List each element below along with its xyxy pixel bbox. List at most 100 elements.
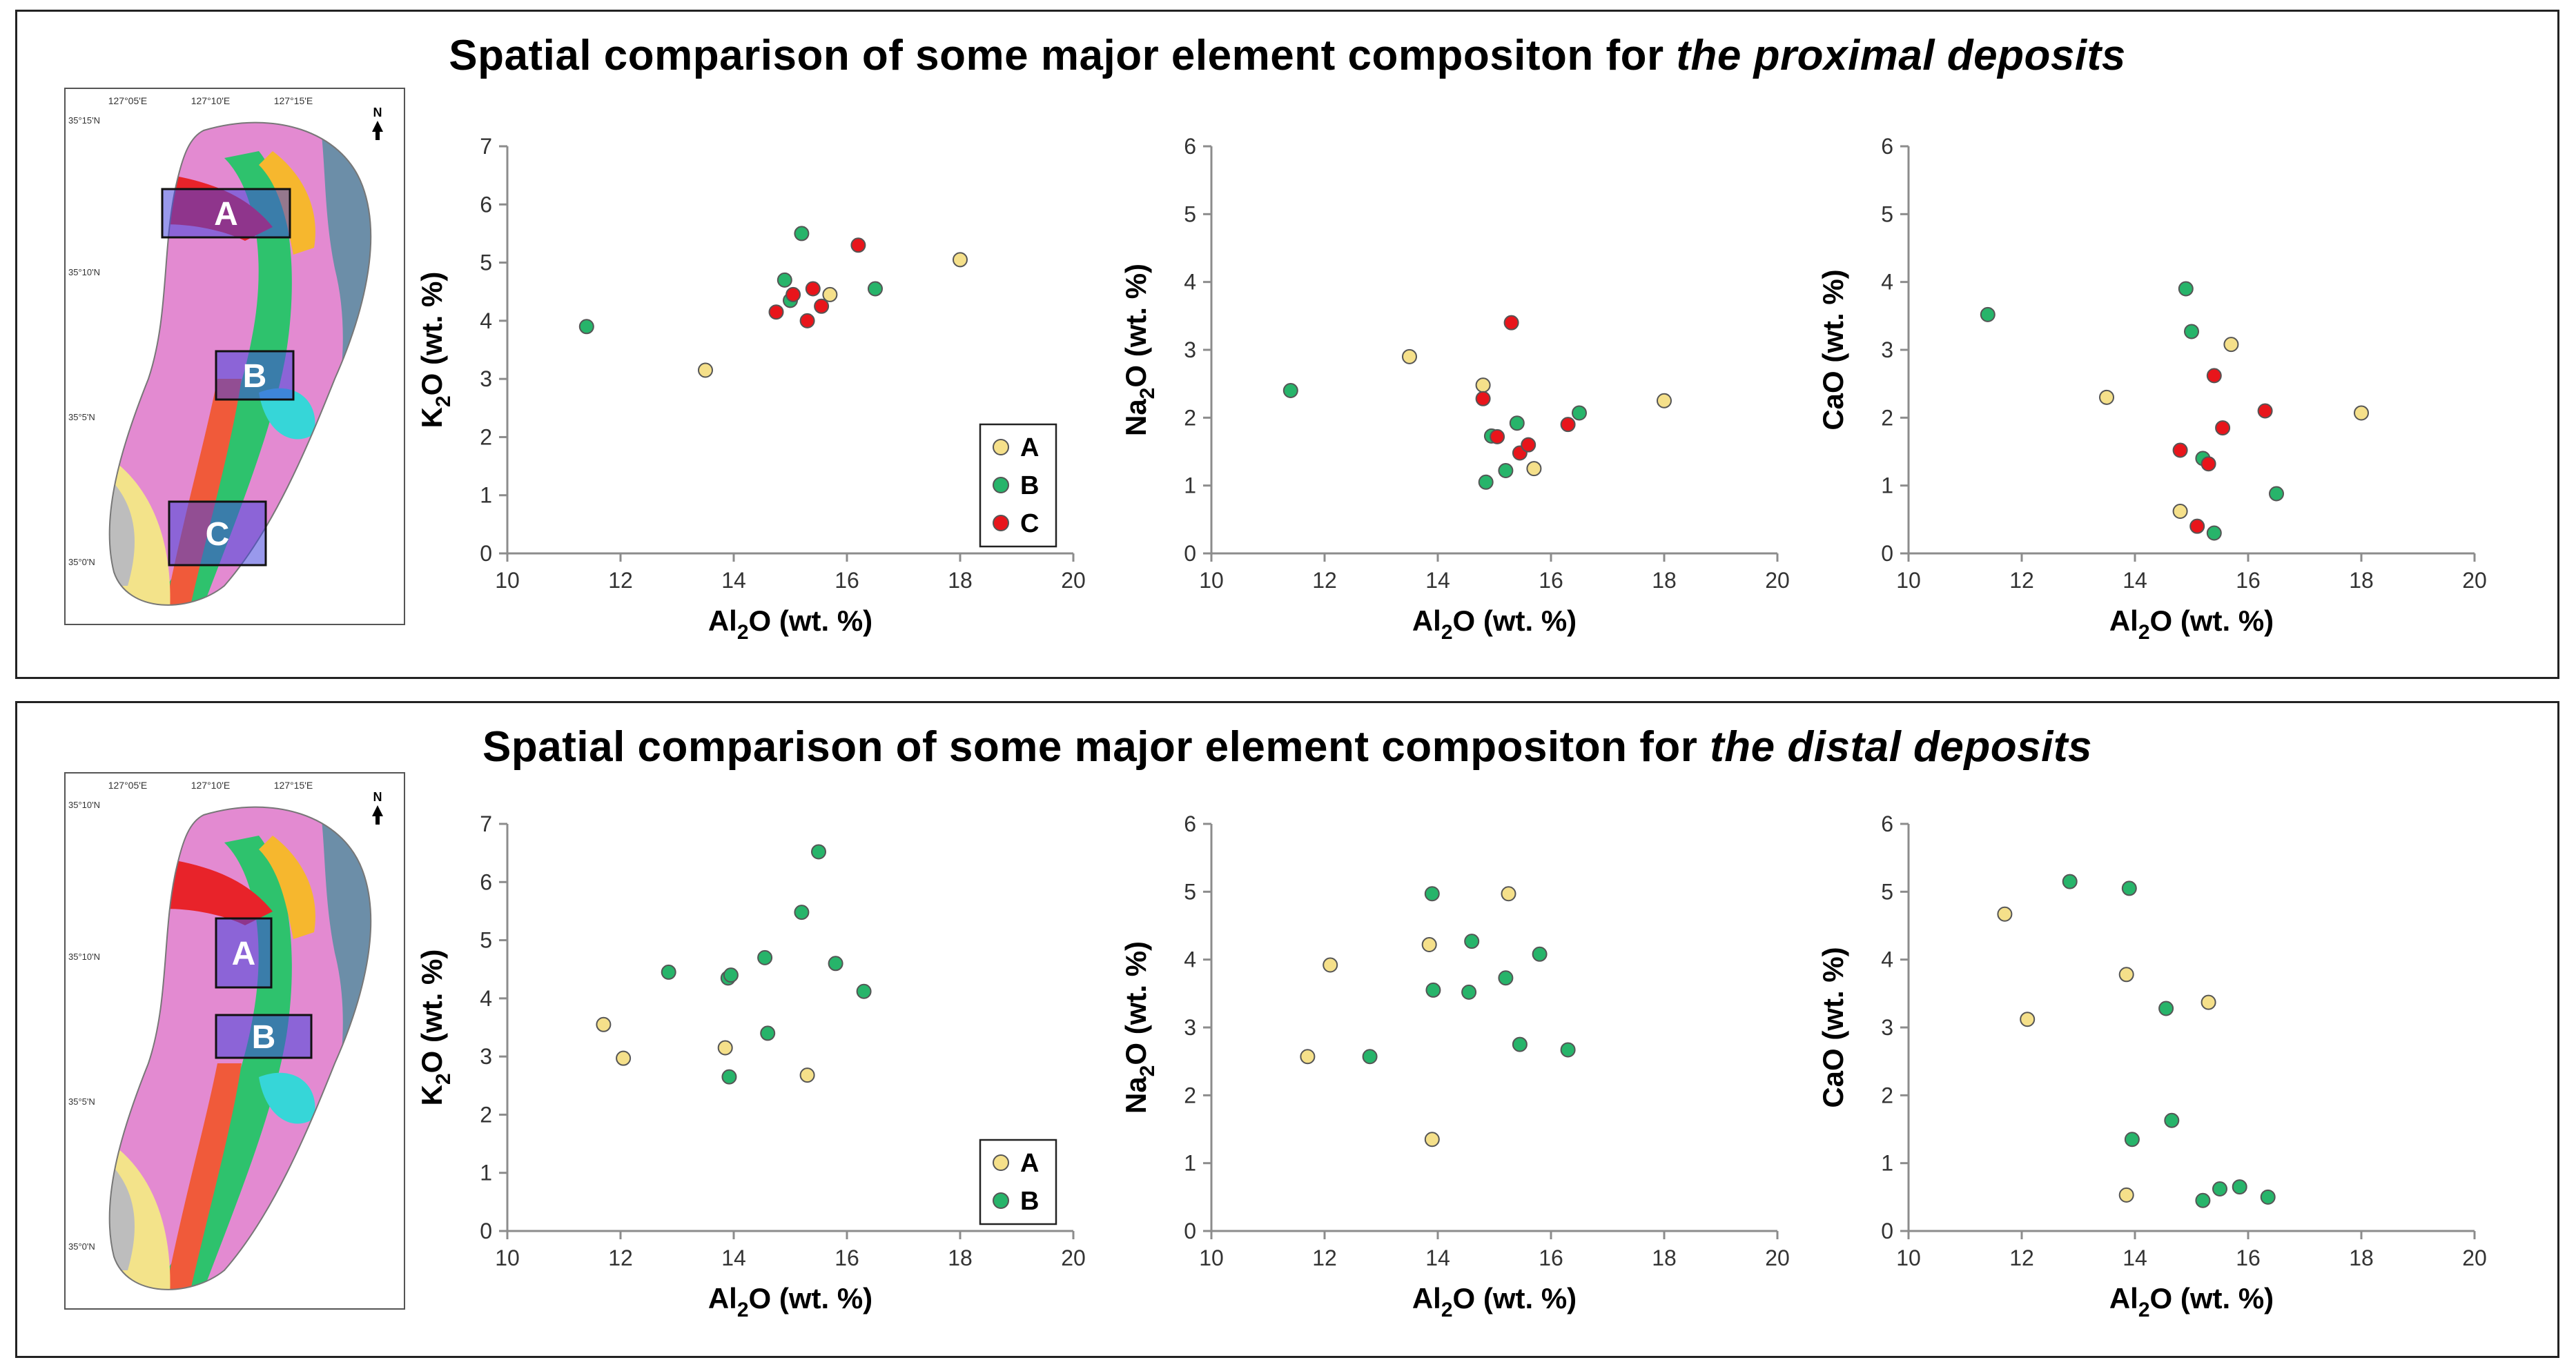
y-tick-label: 3 xyxy=(1881,337,1893,362)
data-point-b xyxy=(1362,1049,1378,1065)
legend-marker-c xyxy=(993,515,1009,531)
x-tick-label: 18 xyxy=(2349,568,2374,593)
x-tick-label: 10 xyxy=(1896,568,1921,593)
data-point-b xyxy=(2062,874,2078,889)
x-axis-label: Al2O (wt. %) xyxy=(2109,604,2274,644)
y-tick-label: 4 xyxy=(1881,947,1893,972)
volcanic-unit xyxy=(148,836,292,1290)
study-area-label-c: C xyxy=(206,516,230,553)
x-axis-label: Al2O (wt. %) xyxy=(2109,1282,2274,1321)
legend-box xyxy=(979,1139,1057,1225)
legend-label-a: A xyxy=(1020,433,1039,462)
x-tick-label: 10 xyxy=(1896,1245,1921,1270)
x-tick-label: 20 xyxy=(1765,568,1790,593)
distal-panel: Spatial comparison of some major element… xyxy=(15,701,2559,1358)
x-tick-label: 14 xyxy=(2123,568,2147,593)
x-tick-label: 14 xyxy=(1425,568,1450,593)
data-point-c xyxy=(1475,391,1491,406)
x-tick-label: 18 xyxy=(1652,1245,1677,1270)
y-tick-label: 0 xyxy=(1881,1219,1893,1243)
study-area-box-c xyxy=(168,500,267,567)
map-latitude-label: 35°5'N xyxy=(68,1096,95,1107)
data-point-b xyxy=(811,844,826,860)
x-tick-label: 18 xyxy=(2349,1245,2374,1270)
y-tick-label: 6 xyxy=(1184,811,1196,836)
data-point-c xyxy=(786,286,801,302)
data-point-a xyxy=(799,1067,815,1083)
y-axis-label: Na2O (wt. %) xyxy=(1120,941,1159,1114)
y-tick-label: 6 xyxy=(480,192,492,217)
data-point-b xyxy=(1509,415,1525,431)
map-latitude-label: 35°10'N xyxy=(68,267,100,277)
y-axis-label: CaO (wt. %) xyxy=(1817,947,1849,1107)
legend-marker-a xyxy=(993,439,1009,455)
y-tick-label: 5 xyxy=(1184,201,1196,226)
data-point-c xyxy=(2215,420,2231,436)
data-point-b xyxy=(757,949,773,965)
y-tick-label: 2 xyxy=(1184,1083,1196,1107)
data-point-a xyxy=(596,1016,612,1032)
grey-unit xyxy=(109,475,135,586)
y-tick-label: 1 xyxy=(1184,1151,1196,1176)
study-area-label-a: A xyxy=(214,196,238,233)
data-point-a xyxy=(1424,1132,1440,1148)
data-point-b xyxy=(2164,1112,2180,1128)
data-point-a xyxy=(2201,994,2216,1010)
x-tick-label: 18 xyxy=(1652,568,1677,593)
cyan-unit xyxy=(259,1072,315,1124)
data-point-a xyxy=(616,1050,632,1066)
y-tick-label: 3 xyxy=(480,1044,492,1069)
data-point-a xyxy=(698,362,713,378)
panel-title-prefix: Spatial comparison of some major element… xyxy=(449,32,1677,79)
map-longitude-label: 127°05'E xyxy=(108,95,148,106)
location-map: 127°05'E 127°10'E 127°15'E 35°10'N 35°10'N 35… xyxy=(64,772,405,1310)
data-point-a xyxy=(2172,504,2188,520)
y-tick-label: 5 xyxy=(1184,879,1196,904)
data-point-c xyxy=(1521,437,1536,453)
data-point-b xyxy=(2158,1001,2174,1016)
panel-title: Spatial comparison of some major element… xyxy=(17,31,2557,80)
x-tick-label: 16 xyxy=(835,1245,859,1270)
map-latitude-label: 35°0'N xyxy=(68,1241,95,1252)
data-point-b xyxy=(856,983,872,999)
panel-title-prefix: Spatial comparison of some major element… xyxy=(482,723,1710,771)
data-point-c xyxy=(850,237,866,253)
data-point-b xyxy=(721,1069,737,1085)
x-tick-label: 12 xyxy=(608,1245,633,1270)
data-point-a xyxy=(717,1040,733,1056)
geologic-map: 127°05'E 127°10'E 127°15'E 35°10'N 35°10'N 35… xyxy=(68,780,383,1290)
x-tick-label: 12 xyxy=(1312,1245,1337,1270)
map-longitude-label: 127°15'E xyxy=(274,95,313,106)
data-point-b xyxy=(2121,880,2137,896)
geologic-map: 127°05'E 127°10'E 127°15'E 35°15'N 35°10'N 35… xyxy=(68,95,383,606)
y-tick-label: 5 xyxy=(1881,201,1893,226)
north-arrow-icon xyxy=(372,805,383,825)
north-arrow-label: N xyxy=(373,790,382,804)
x-axis-label: Al2O (wt. %) xyxy=(708,1282,872,1321)
data-point-b xyxy=(777,272,792,288)
y-axis-label: K2O (wt. %) xyxy=(416,949,455,1106)
map-latitude-label: 35°10'N xyxy=(68,952,100,962)
data-point-a xyxy=(1657,393,1672,408)
data-point-b xyxy=(1498,970,1514,986)
x-tick-label: 10 xyxy=(1199,1245,1224,1270)
data-point-b xyxy=(1572,405,1587,421)
x-tick-label: 10 xyxy=(495,1245,520,1270)
x-tick-label: 16 xyxy=(2236,568,2261,593)
x-tick-label: 20 xyxy=(1061,1245,1086,1270)
data-point-a xyxy=(1997,906,2013,922)
data-point-a xyxy=(2118,967,2134,983)
y-tick-label: 4 xyxy=(1184,947,1196,972)
y-tick-label: 6 xyxy=(1881,811,1893,836)
data-point-b xyxy=(723,967,739,983)
data-point-c xyxy=(805,281,821,297)
data-point-b xyxy=(2212,1181,2227,1197)
y-axis-label: CaO (wt. %) xyxy=(1817,269,1849,430)
x-tick-label: 12 xyxy=(2009,1245,2034,1270)
